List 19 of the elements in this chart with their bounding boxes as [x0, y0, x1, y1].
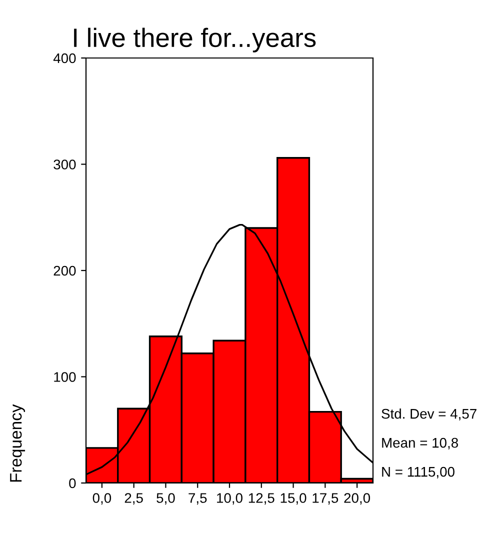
y-tick-label: 400	[53, 53, 76, 64]
text: Std. Dev = 4,57	[382, 408, 476, 420]
y-tick-label: 0	[69, 478, 76, 488]
x-tick-label: 15,0	[280, 493, 306, 505]
x-tick-label: 17,5	[312, 493, 338, 505]
text: N = 1115,00	[382, 466, 454, 478]
text: Mean = 10,8	[382, 438, 458, 450]
x-tick-label: 2,5	[124, 493, 143, 505]
x-tick-label: 5,0	[156, 493, 175, 505]
x-tick-label: 7,5	[188, 493, 207, 505]
x-tick-label: 12,5	[248, 493, 274, 505]
y-tick-label: 300	[54, 160, 76, 170]
y-tick-label: 200	[54, 266, 76, 276]
x-tick-label: 10,0	[217, 493, 242, 505]
x-tick-label: 20,0	[344, 493, 370, 505]
y-axis-title: Frequency	[10, 404, 26, 482]
y-tick-label: 100	[54, 372, 76, 382]
chart-title: I live there for...years	[74, 28, 316, 52]
x-tick-label: 0,0	[92, 493, 112, 505]
